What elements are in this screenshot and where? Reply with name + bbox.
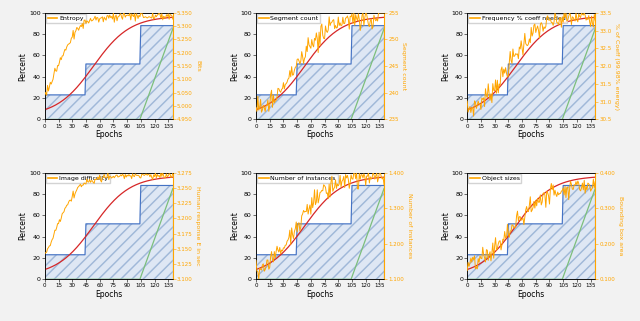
Legend: Frequency % coeff needed: Frequency % coeff needed: [468, 14, 567, 23]
Y-axis label: Bits: Bits: [195, 60, 200, 72]
Legend: Segment count: Segment count: [257, 14, 321, 23]
Y-axis label: Human response E in sec: Human response E in sec: [195, 186, 200, 266]
X-axis label: Epochs: Epochs: [95, 130, 122, 139]
Y-axis label: Percent: Percent: [19, 212, 28, 240]
Y-axis label: Percent: Percent: [441, 52, 450, 81]
Y-axis label: Number of instances: Number of instances: [406, 193, 412, 259]
Y-axis label: Percent: Percent: [19, 52, 28, 81]
X-axis label: Epochs: Epochs: [518, 290, 545, 299]
Y-axis label: Bounding box area: Bounding box area: [618, 196, 623, 256]
X-axis label: Epochs: Epochs: [95, 290, 122, 299]
X-axis label: Epochs: Epochs: [518, 130, 545, 139]
X-axis label: Epochs: Epochs: [307, 130, 333, 139]
Y-axis label: Seqment count: Seqment count: [401, 42, 406, 90]
Legend: Number of instances: Number of instances: [257, 174, 338, 183]
Y-axis label: % of Coeff (99.98% energy): % of Coeff (99.98% energy): [614, 22, 620, 110]
Y-axis label: Percent: Percent: [441, 212, 450, 240]
X-axis label: Epochs: Epochs: [307, 290, 333, 299]
Y-axis label: Percent: Percent: [230, 212, 239, 240]
Legend: Entropy: Entropy: [46, 14, 86, 23]
Legend: Image difficulty: Image difficulty: [46, 174, 110, 183]
Legend: Object sizes: Object sizes: [468, 174, 522, 183]
Y-axis label: Percent: Percent: [230, 52, 239, 81]
